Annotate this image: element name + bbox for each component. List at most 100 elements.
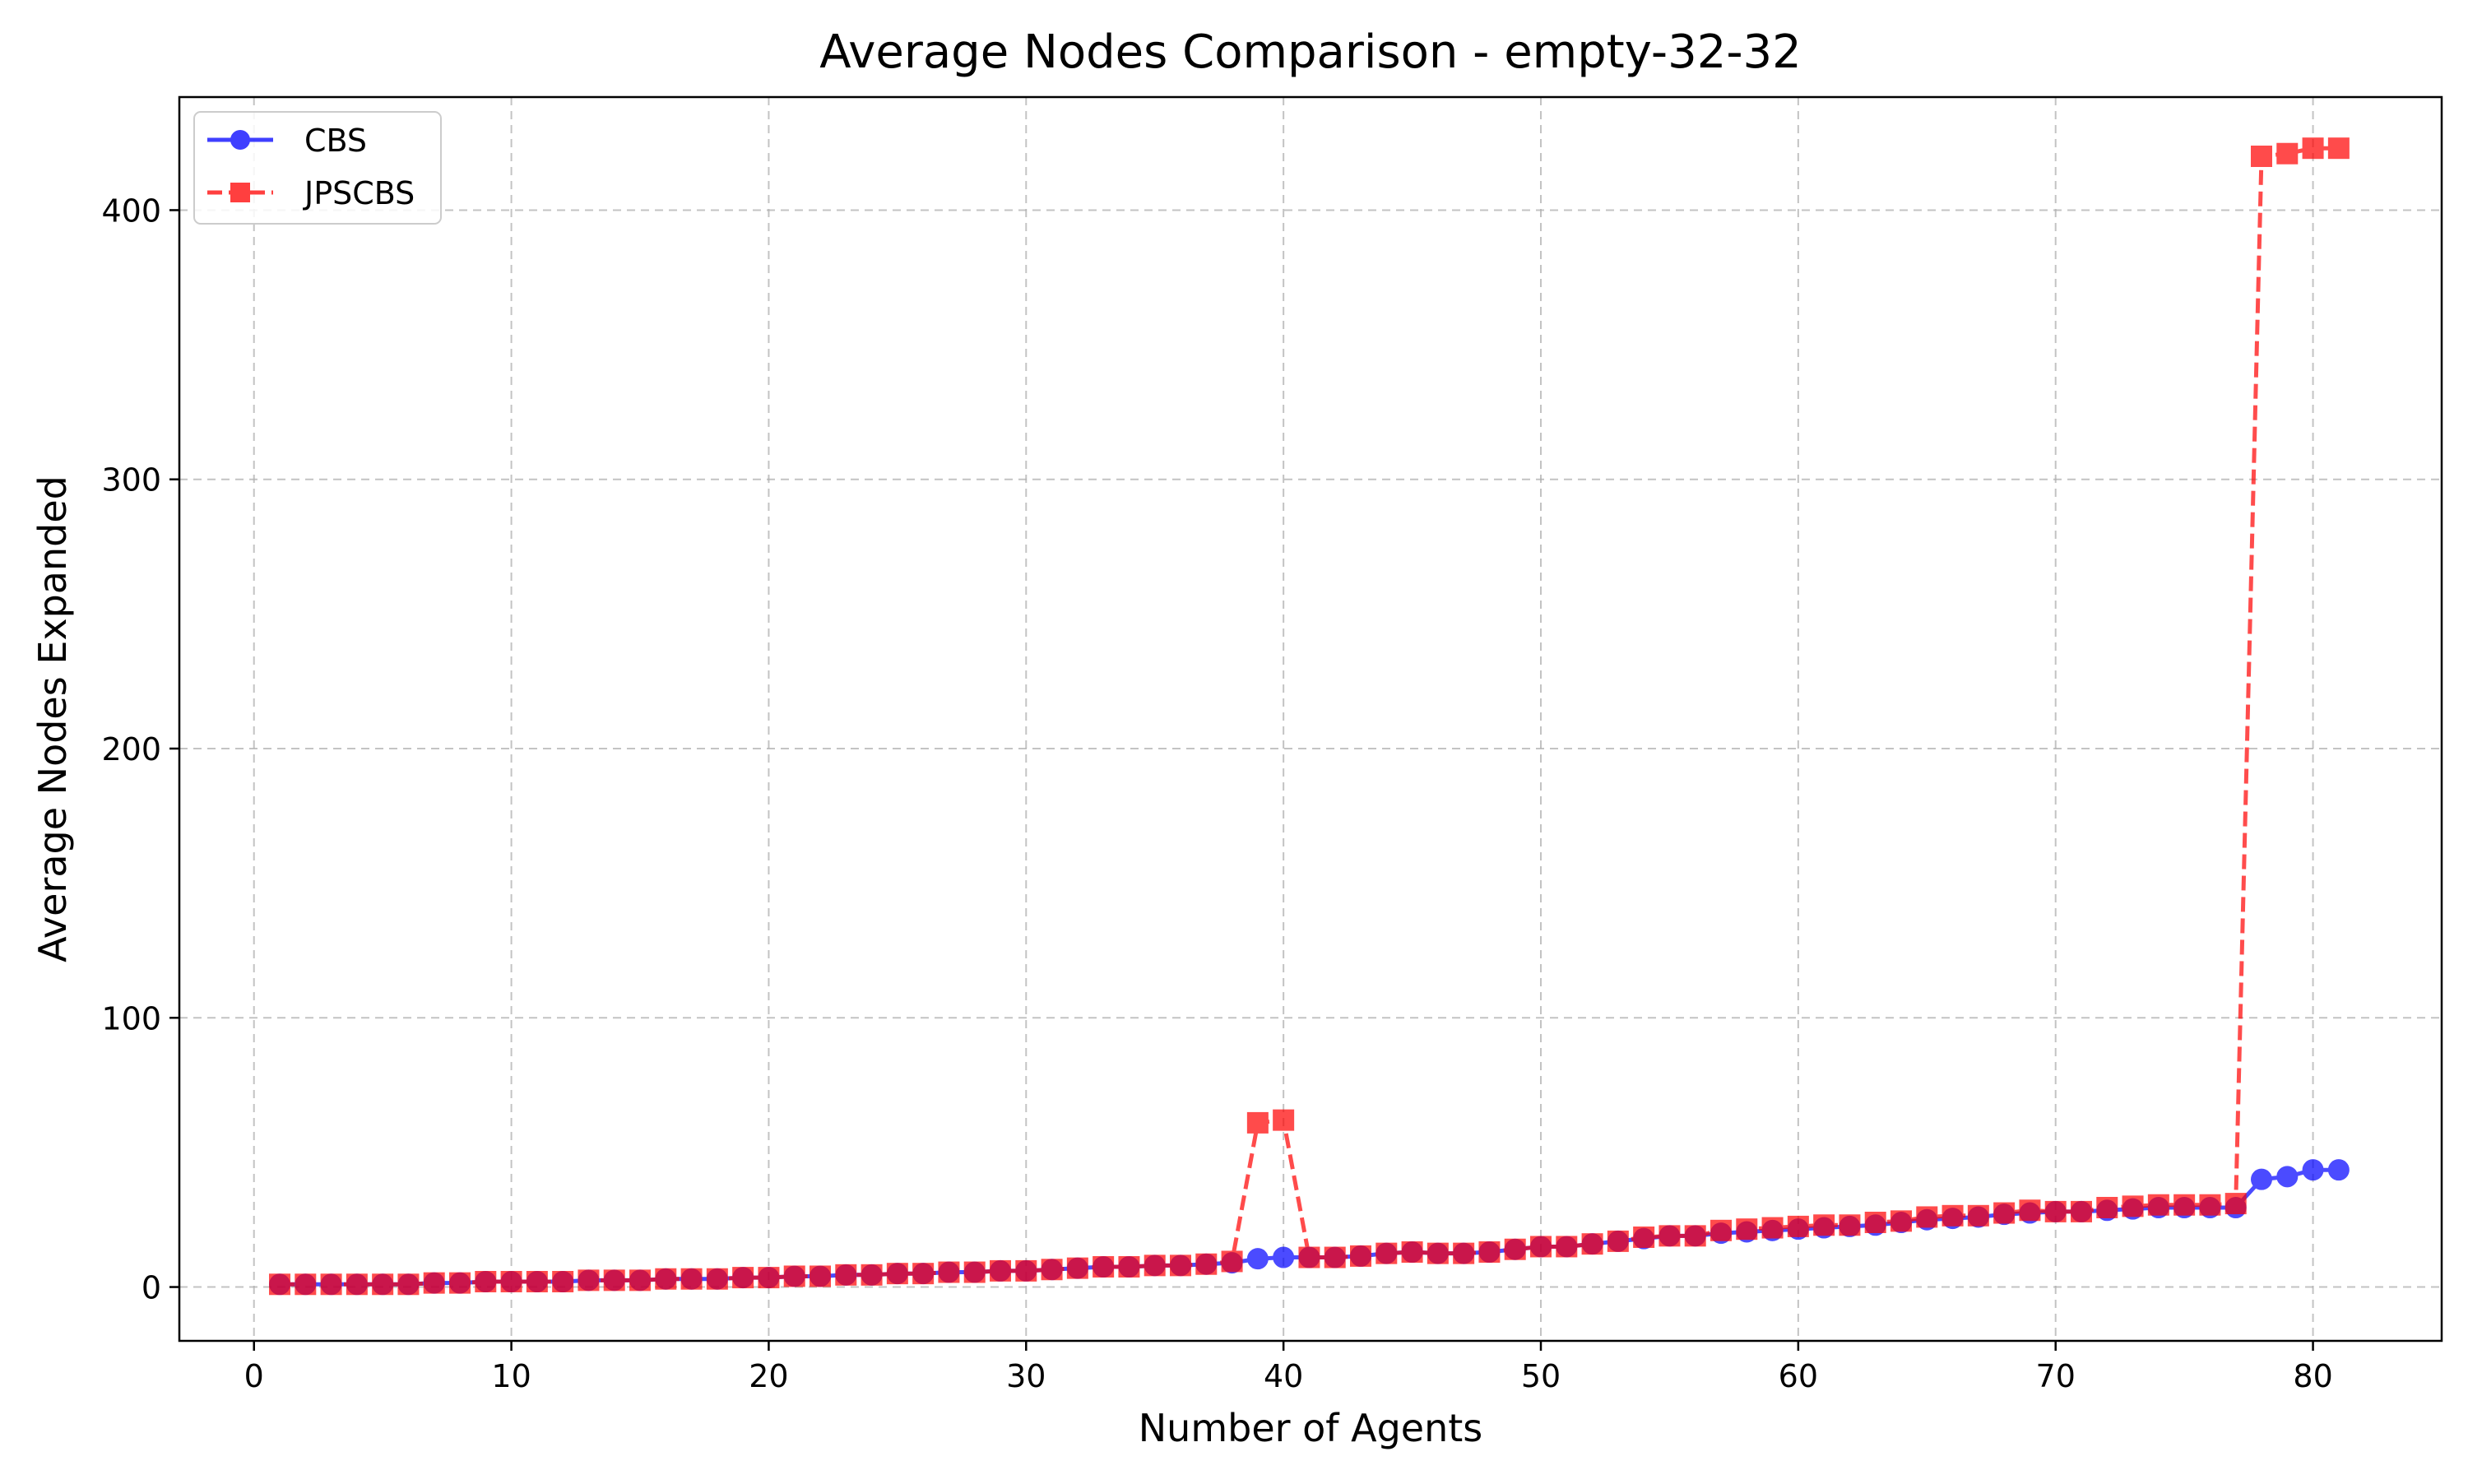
data-point-cbs — [2251, 1168, 2273, 1190]
data-point-cbs — [2327, 1159, 2350, 1181]
y-tick-label: 100 — [101, 1000, 161, 1036]
data-point-cbs — [1246, 1248, 1269, 1270]
data-point-jpscbs — [1478, 1241, 1501, 1263]
data-point-jpscbs — [1015, 1259, 1037, 1282]
x-tick-label: 80 — [2293, 1358, 2332, 1394]
legend-handle-jpscbs — [207, 183, 273, 202]
data-point-jpscbs — [706, 1268, 728, 1290]
data-point-jpscbs — [2147, 1194, 2169, 1216]
data-point-jpscbs — [552, 1271, 574, 1292]
legend-handle-cbs — [207, 130, 273, 150]
data-point-jpscbs — [1093, 1256, 1115, 1278]
data-point-jpscbs — [320, 1273, 342, 1296]
data-point-jpscbs — [861, 1264, 883, 1286]
data-point-jpscbs — [346, 1273, 368, 1296]
data-point-jpscbs — [629, 1269, 652, 1292]
data-point-jpscbs — [1736, 1218, 1758, 1241]
data-point-jpscbs — [372, 1273, 394, 1296]
data-point-jpscbs — [1813, 1214, 1835, 1236]
data-point-jpscbs — [1633, 1227, 1655, 1248]
data-point-jpscbs — [1427, 1242, 1449, 1264]
x-tick-label: 60 — [1779, 1358, 1818, 1394]
plot-area-frame — [178, 95, 2443, 1343]
data-point-jpscbs — [1941, 1204, 1964, 1227]
data-point-jpscbs — [1453, 1242, 1475, 1264]
data-point-cbs — [2302, 1159, 2324, 1181]
data-point-jpscbs — [2019, 1199, 2041, 1222]
data-point-jpscbs — [1118, 1256, 1140, 1278]
y-tick-label: 0 — [141, 1270, 161, 1306]
data-point-jpscbs — [2173, 1194, 2196, 1216]
data-point-jpscbs — [1839, 1214, 1861, 1236]
data-point-jpscbs — [449, 1272, 471, 1294]
data-point-jpscbs — [2044, 1200, 2067, 1222]
data-point-jpscbs — [1684, 1225, 1706, 1247]
data-point-jpscbs — [1581, 1233, 1603, 1255]
data-point-jpscbs — [963, 1261, 986, 1283]
data-point-jpscbs — [835, 1264, 857, 1286]
data-point-jpscbs — [1607, 1230, 1629, 1252]
legend-label-cbs: CBS — [304, 123, 367, 159]
data-point-jpscbs — [886, 1263, 908, 1285]
y-axis-label: Average Nodes Expanded — [30, 475, 75, 962]
data-point-jpscbs — [603, 1269, 625, 1292]
data-point-jpscbs — [732, 1267, 754, 1289]
x-tick-label: 50 — [1521, 1358, 1561, 1394]
data-point-jpscbs — [758, 1267, 780, 1289]
data-point-jpscbs — [2224, 1193, 2247, 1215]
data-point-jpscbs — [655, 1268, 677, 1290]
data-point-jpscbs — [680, 1268, 703, 1290]
data-point-jpscbs — [423, 1272, 445, 1294]
data-point-jpscbs — [1864, 1212, 1886, 1233]
data-point-jpscbs — [1761, 1217, 1784, 1239]
data-point-jpscbs — [912, 1263, 935, 1285]
data-point-jpscbs — [1967, 1204, 1989, 1227]
data-point-jpscbs — [2122, 1195, 2144, 1217]
data-point-jpscbs — [475, 1271, 497, 1292]
data-point-jpscbs — [1993, 1202, 2016, 1224]
data-point-jpscbs — [2276, 142, 2299, 165]
data-point-jpscbs — [990, 1259, 1012, 1282]
grid — [179, 97, 2442, 1341]
data-point-jpscbs — [1401, 1241, 1423, 1263]
data-point-jpscbs — [2302, 137, 2324, 160]
legend-label-jpscbs: JPSCBS — [303, 175, 415, 211]
data-point-jpscbs — [1221, 1250, 1243, 1273]
data-point-jpscbs — [295, 1273, 317, 1296]
data-point-jpscbs — [526, 1271, 548, 1292]
x-tick-label: 20 — [749, 1358, 788, 1394]
axis-ticks: 0 10 20 30 40 50 60 70 80 0 100 200 300 400 — [101, 192, 2332, 1394]
data-point-jpscbs — [1504, 1238, 1526, 1260]
data-point-jpscbs — [2199, 1194, 2221, 1216]
data-point-jpscbs — [2251, 146, 2273, 167]
y-tick-label: 200 — [101, 731, 161, 768]
x-tick-label: 0 — [244, 1358, 264, 1394]
data-point-jpscbs — [1324, 1246, 1346, 1268]
data-point-jpscbs — [1890, 1210, 1913, 1232]
data-point-jpscbs — [1787, 1215, 1809, 1237]
data-point-jpscbs — [1556, 1236, 1578, 1258]
legend-marker — [230, 183, 250, 202]
x-tick-label: 30 — [1006, 1358, 1046, 1394]
y-tick-label: 300 — [101, 462, 161, 499]
data-point-jpscbs — [1273, 1109, 1295, 1131]
y-tick-label: 400 — [101, 192, 161, 229]
data-point-jpscbs — [1530, 1236, 1552, 1258]
data-point-cbs — [2276, 1166, 2299, 1188]
data-point-jpscbs — [783, 1265, 805, 1287]
data-point-jpscbs — [938, 1261, 960, 1283]
data-point-jpscbs — [1710, 1219, 1733, 1241]
data-point-jpscbs — [1658, 1225, 1681, 1247]
x-axis-label: Number of Agents — [1139, 1406, 1483, 1450]
data-point-jpscbs — [2071, 1200, 2093, 1222]
data-point-cbs — [1273, 1246, 1295, 1268]
data-point-jpscbs — [500, 1271, 522, 1292]
series-jpscbs — [269, 137, 2350, 1296]
data-point-jpscbs — [1170, 1254, 1192, 1277]
data-point-jpscbs — [1298, 1246, 1320, 1268]
x-tick-label: 10 — [491, 1358, 531, 1394]
data-point-jpscbs — [2096, 1197, 2118, 1218]
series-layer — [269, 137, 2350, 1296]
